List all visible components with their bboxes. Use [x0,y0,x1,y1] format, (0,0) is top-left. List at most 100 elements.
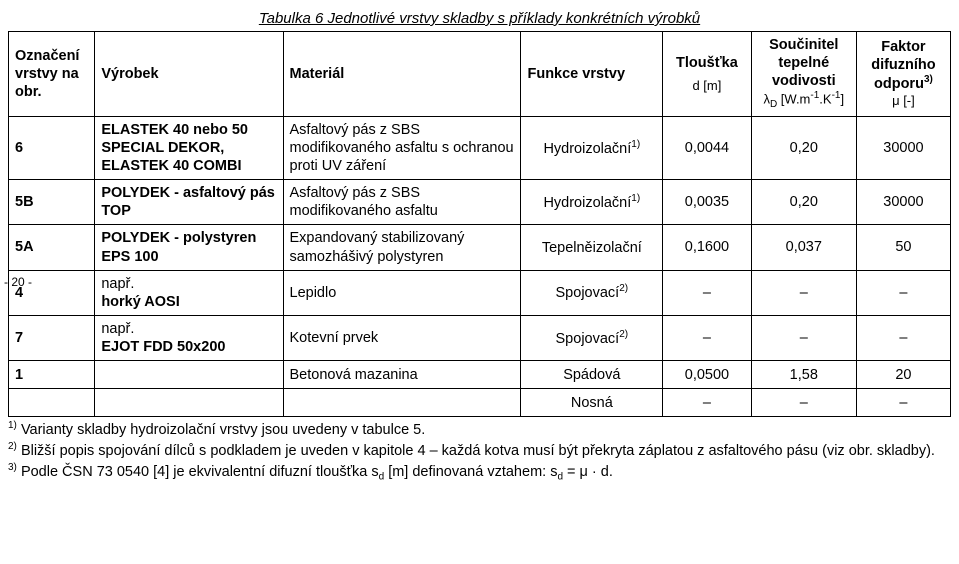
footnotes: 1) Varianty skladby hydroizolační vrstvy… [8,419,951,485]
cell-funkce: Spojovací2) [521,270,663,315]
cell-ozn: 1 [9,361,95,389]
cell-vyrobek: POLYDEK - polystyren EPS 100 [95,225,283,270]
footnote-1-text: Varianty skladby hydroizolační vrstvy js… [21,422,425,438]
cell-vyrobek-pre: např. [101,276,134,292]
th-soucinitel: Součinitel tepelné vodivosti λD [W.m-1.K… [751,32,856,117]
cell-funkce-text: Spojovací [556,285,620,301]
cell-mu: 30000 [856,180,950,225]
table-row: 4 např. horký AOSI Lepidlo Spojovací2) –… [9,270,951,315]
table-row: 5A POLYDEK - polystyren EPS 100 Expandov… [9,225,951,270]
th-material: Materiál [283,32,521,117]
table-row: 7 např. EJOT FDD 50x200 Kotevní prvek Sp… [9,315,951,360]
cell-thk: 0,0035 [663,180,752,225]
footnote-1: 1) Varianty skladby hydroizolační vrstvy… [8,419,951,440]
footnote-3a: Podle ČSN 73 0540 [4] je ekvivalentní di… [21,464,379,480]
cell-thk: – [663,389,752,417]
th-soucinitel-top: Součinitel tepelné vodivosti [758,36,850,90]
th-faktor-sup: 3) [924,74,933,85]
cell-ozn: 6 [9,116,95,179]
footnote-3b: [m] definovaná vztahem: s [384,464,557,480]
cell-mu: 30000 [856,116,950,179]
cell-vyrobek [95,361,283,389]
cell-material: Lepidlo [283,270,521,315]
cell-material: Expandovaný stabilizovaný samozhášivý po… [283,225,521,270]
cell-material: Asfaltový pás z SBS modifikovaného asfal… [283,180,521,225]
th-tloustka-sub: d [m] [669,72,745,94]
th-faktor-sub: μ [-] [863,93,944,109]
cell-material: Betonová mazanina [283,361,521,389]
lam-unit-2: .K [819,92,831,107]
cell-ozn [9,389,95,417]
cell-ozn: 5B [9,180,95,225]
cell-funkce: Tepelněizolační [521,225,663,270]
cell-funkce-text: Spojovací [556,330,620,346]
cell-lam: – [751,315,856,360]
lam-unit-3: ] [841,92,845,107]
cell-funkce-text: Hydroizolační [543,195,631,211]
cell-funkce: Spádová [521,361,663,389]
table-row: 6 ELASTEK 40 nebo 50 SPECIAL DEKOR, ELAS… [9,116,951,179]
cell-thk: 0,0044 [663,116,752,179]
cell-funkce: Hydroizolační1) [521,180,663,225]
cell-funkce-sup: 1) [631,139,640,150]
cell-vyrobek: POLYDEK - asfaltový pás TOP [95,180,283,225]
cell-ozn: 7 [9,315,95,360]
th-tloustka: Tloušťka d [m] [663,32,752,117]
cell-vyrobek [95,389,283,417]
cell-lam: 1,58 [751,361,856,389]
cell-thk: 0,1600 [663,225,752,270]
cell-vyrobek-bold: EJOT FDD 50x200 [101,339,225,355]
th-faktor: Faktor difuzního odporu3) μ [-] [856,32,950,117]
cell-material: Asfaltový pás z SBS modifikovaného asfal… [283,116,521,179]
cell-vyrobek: např. EJOT FDD 50x200 [95,315,283,360]
cell-mu: 20 [856,361,950,389]
th-tloustka-top: Tloušťka [669,54,745,72]
cell-mu: – [856,315,950,360]
lam-unit-1: [W.m [777,92,810,107]
cell-lam: – [751,270,856,315]
footnote-2: 2) Bližší popis spojování dílců s podkla… [8,440,951,461]
data-table: Označení vrstvy na obr. Výrobek Materiál… [8,31,951,417]
cell-mu: 50 [856,225,950,270]
cell-funkce-text: Hydroizolační [543,140,631,156]
cell-thk: 0,0500 [663,361,752,389]
table-title: Tabulka 6 Jednotlivé vrstvy skladby s př… [8,8,951,31]
cell-funkce-text: Spádová [563,367,620,383]
cell-funkce: Spojovací2) [521,315,663,360]
footnote-2-text: Bližší popis spojování dílců s podkladem… [21,443,935,459]
cell-material [283,389,521,417]
cell-funkce-sup: 2) [619,329,628,340]
cell-funkce-text: Tepelněizolační [542,240,642,256]
footnote-3c: = μ · d. [563,464,613,480]
cell-vyrobek-pre: např. [101,321,134,337]
cell-thk: – [663,270,752,315]
cell-vyrobek-bold: horký AOSI [101,294,179,310]
table-row: 1 Betonová mazanina Spádová 0,0500 1,58 … [9,361,951,389]
cell-funkce-sup: 1) [631,193,640,204]
table-row: 5B POLYDEK - asfaltový pás TOP Asfaltový… [9,180,951,225]
table-row: Nosná – – – [9,389,951,417]
footnote-3: 3) Podle ČSN 73 0540 [4] je ekvivalentní… [8,461,951,485]
th-ozn: Označení vrstvy na obr. [9,32,95,117]
table-header: Označení vrstvy na obr. Výrobek Materiál… [9,32,951,117]
cell-ozn: 5A [9,225,95,270]
cell-funkce-text: Nosná [571,395,613,411]
cell-funkce: Hydroizolační1) [521,116,663,179]
th-vyrobek: Výrobek [95,32,283,117]
page-number: - 20 - [4,275,32,289]
cell-funkce: Nosná [521,389,663,417]
cell-thk: – [663,315,752,360]
cell-mu: – [856,270,950,315]
th-funkce: Funkce vrstvy [521,32,663,117]
cell-funkce-sup: 2) [619,283,628,294]
lam-exp1: -1 [810,90,819,101]
cell-lam: 0,20 [751,116,856,179]
cell-lam: – [751,389,856,417]
cell-material: Kotevní prvek [283,315,521,360]
lam-exp2: -1 [832,90,841,101]
cell-mu: – [856,389,950,417]
cell-lam: 0,037 [751,225,856,270]
cell-lam: 0,20 [751,180,856,225]
cell-vyrobek: ELASTEK 40 nebo 50 SPECIAL DEKOR, ELASTE… [95,116,283,179]
cell-vyrobek: např. horký AOSI [95,270,283,315]
